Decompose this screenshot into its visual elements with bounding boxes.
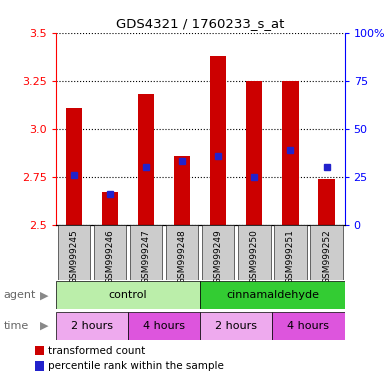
Text: cinnamaldehyde: cinnamaldehyde [226,290,319,300]
FancyBboxPatch shape [200,281,345,309]
FancyBboxPatch shape [200,312,273,340]
Text: GSM999245: GSM999245 [69,229,79,284]
Text: 4 hours: 4 hours [143,321,185,331]
Text: GSM999247: GSM999247 [142,229,151,284]
Text: 2 hours: 2 hours [71,321,113,331]
Bar [318,179,335,225]
Bar [246,81,263,225]
FancyBboxPatch shape [310,225,343,280]
FancyBboxPatch shape [56,312,128,340]
Text: transformed count: transformed count [48,346,146,356]
Bar [282,81,298,225]
Text: GSM999246: GSM999246 [105,229,114,284]
Title: GDS4321 / 1760233_s_at: GDS4321 / 1760233_s_at [116,17,285,30]
Text: agent: agent [4,290,36,300]
Text: GSM999248: GSM999248 [177,229,187,284]
Text: 2 hours: 2 hours [215,321,257,331]
Text: ▶: ▶ [40,321,49,331]
FancyBboxPatch shape [130,225,162,280]
Text: time: time [4,321,29,331]
Text: GSM999250: GSM999250 [250,229,259,284]
FancyBboxPatch shape [273,312,345,340]
FancyBboxPatch shape [166,225,198,280]
FancyBboxPatch shape [274,225,307,280]
FancyBboxPatch shape [58,225,90,280]
Bar [66,108,82,225]
Bar [138,94,154,225]
Text: GSM999249: GSM999249 [214,229,223,284]
Text: percentile rank within the sample: percentile rank within the sample [48,361,224,371]
FancyBboxPatch shape [238,225,271,280]
Bar [174,156,190,225]
FancyBboxPatch shape [202,225,234,280]
Text: GSM999251: GSM999251 [286,229,295,284]
FancyBboxPatch shape [56,281,200,309]
FancyBboxPatch shape [128,312,200,340]
FancyBboxPatch shape [94,225,126,280]
Text: control: control [109,290,147,300]
Text: ▶: ▶ [40,290,49,300]
Bar [102,192,118,225]
Bar [210,56,226,225]
Text: GSM999252: GSM999252 [322,229,331,284]
Text: 4 hours: 4 hours [288,321,330,331]
